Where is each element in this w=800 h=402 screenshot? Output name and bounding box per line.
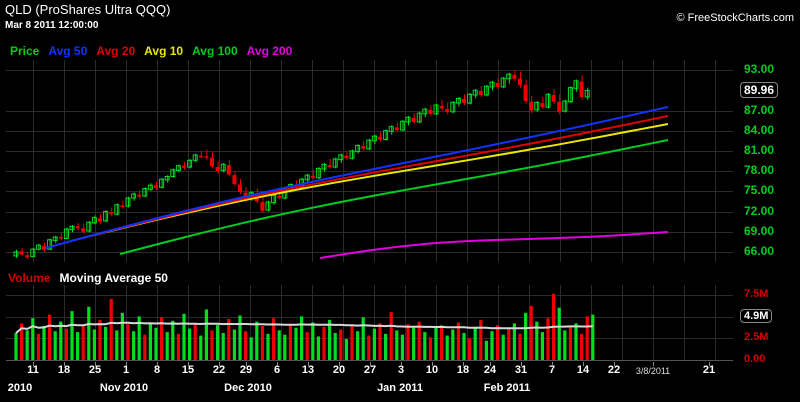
date-tickmark	[653, 362, 654, 366]
copyright-label: © FreeStockCharts.com	[676, 12, 794, 24]
legend-item-price[interactable]: Price	[10, 44, 40, 58]
current-volume-badge[interactable]: 4.9M	[740, 309, 773, 324]
date-month-label: 2010	[7, 382, 33, 394]
date-tickmark	[64, 362, 65, 366]
date-tick-label: 25	[88, 364, 102, 376]
date-tickmark	[583, 362, 584, 366]
legend-item-avg-10[interactable]: Avg 10	[144, 44, 184, 58]
date-tick-label: 21	[702, 364, 716, 376]
volume-panel-header: Volume Moving Average 50	[8, 271, 168, 285]
date-tickmark	[126, 362, 127, 366]
date-tick-label: 24	[483, 364, 497, 376]
date-tick-label: 22	[212, 364, 226, 376]
date-tick-label: 27	[363, 364, 377, 376]
current-price-badge[interactable]: 89.96	[740, 81, 779, 98]
date-tick-label: 7	[548, 364, 556, 376]
date-tickmark	[521, 362, 522, 366]
volume-tick-label: 2.5M	[744, 331, 769, 344]
date-tick-label: 20	[332, 364, 346, 376]
date-month-label: Nov 2010	[99, 382, 149, 394]
date-tickmark	[552, 362, 553, 366]
price-tick-label: 81.00	[744, 142, 775, 157]
date-month-label: Jan 2011	[377, 382, 423, 394]
date-tick-label: 22	[607, 364, 621, 376]
price-tick-label: 78.00	[744, 163, 775, 178]
date-tickmark	[277, 362, 278, 366]
date-tick-label: 14	[576, 364, 590, 376]
date-tick-label: 1	[122, 364, 130, 376]
date-axis[interactable]: 11 18 25 1 8 15 22 29 6 13 20 27 3 10 18 24 31 7 14 22 3/8/2…	[0, 362, 800, 402]
price-tick-label: 84.00	[744, 122, 775, 137]
date-tick-label: 29	[239, 364, 253, 376]
date-tickmark	[95, 362, 96, 366]
price-tick-label: 69.00	[744, 223, 775, 238]
date-tickmark	[188, 362, 189, 366]
chart-datetime: Mar 8 2011 12:00:00	[5, 20, 99, 31]
date-tickmark	[370, 362, 371, 366]
price-tick-label: 93.00	[744, 62, 775, 77]
volume-axis[interactable]: 7.5M 2.5M 0.00 4.9M	[736, 285, 800, 365]
price-tick-label: 87.00	[744, 102, 775, 117]
legend-item-avg-100[interactable]: Avg 100	[192, 44, 238, 58]
price-axis[interactable]: 93.00 87.00 84.00 81.00 78.00 75.00 72.00 69.00…	[736, 60, 800, 265]
date-tick-label: 13	[301, 364, 315, 376]
date-month-label: Dec 2010	[224, 382, 272, 394]
legend-item-avg-200[interactable]: Avg 200	[246, 44, 293, 58]
date-tickmark	[246, 362, 247, 366]
legend-item-avg-20[interactable]: Avg 20	[96, 44, 136, 58]
date-tickmark	[308, 362, 309, 366]
date-tick-label: 18	[57, 364, 71, 376]
date-tick-label: 18	[456, 364, 470, 376]
price-tick-label: 66.00	[744, 243, 775, 258]
legend-item-avg-50[interactable]: Avg 50	[48, 44, 88, 58]
date-month-label: Feb 2011	[483, 382, 531, 394]
axis-divider	[6, 360, 733, 361]
date-tickmark	[157, 362, 158, 366]
price-chart-panel[interactable]	[6, 60, 733, 262]
date-tickmark	[490, 362, 491, 366]
date-tick-label: 6	[273, 364, 281, 376]
volume-indicator-label: Moving Average 50	[59, 271, 168, 285]
date-tick-label: 10	[425, 364, 439, 376]
date-tick-label: 31	[514, 364, 528, 376]
date-tickmark	[33, 362, 34, 366]
date-tick-label: 3/8/2011	[635, 366, 671, 376]
date-tick-label: 8	[153, 364, 161, 376]
date-tickmark	[432, 362, 433, 366]
price-plot[interactable]	[6, 60, 733, 262]
volume-tick-label: 7.5M	[744, 287, 769, 300]
date-tickmark	[463, 362, 464, 366]
volume-chart-panel[interactable]	[6, 285, 733, 360]
date-tick-label: 3	[397, 364, 405, 376]
date-tickmark	[709, 362, 710, 366]
date-tickmark	[614, 362, 615, 366]
price-tick-label: 75.00	[744, 183, 775, 198]
volume-plot[interactable]	[6, 285, 733, 360]
volume-label: Volume	[8, 271, 51, 285]
date-tickmark	[219, 362, 220, 366]
date-tick-label: 11	[27, 364, 39, 376]
price-tick-label: 72.00	[744, 203, 775, 218]
date-tick-label: 15	[181, 364, 195, 376]
date-tickmark	[401, 362, 402, 366]
page-title: QLD (ProShares Ultra QQQ)	[5, 2, 171, 17]
series-legend[interactable]: Price Avg 50 Avg 20 Avg 10 Avg 100 Avg 200	[10, 44, 301, 58]
date-tickmark	[339, 362, 340, 366]
